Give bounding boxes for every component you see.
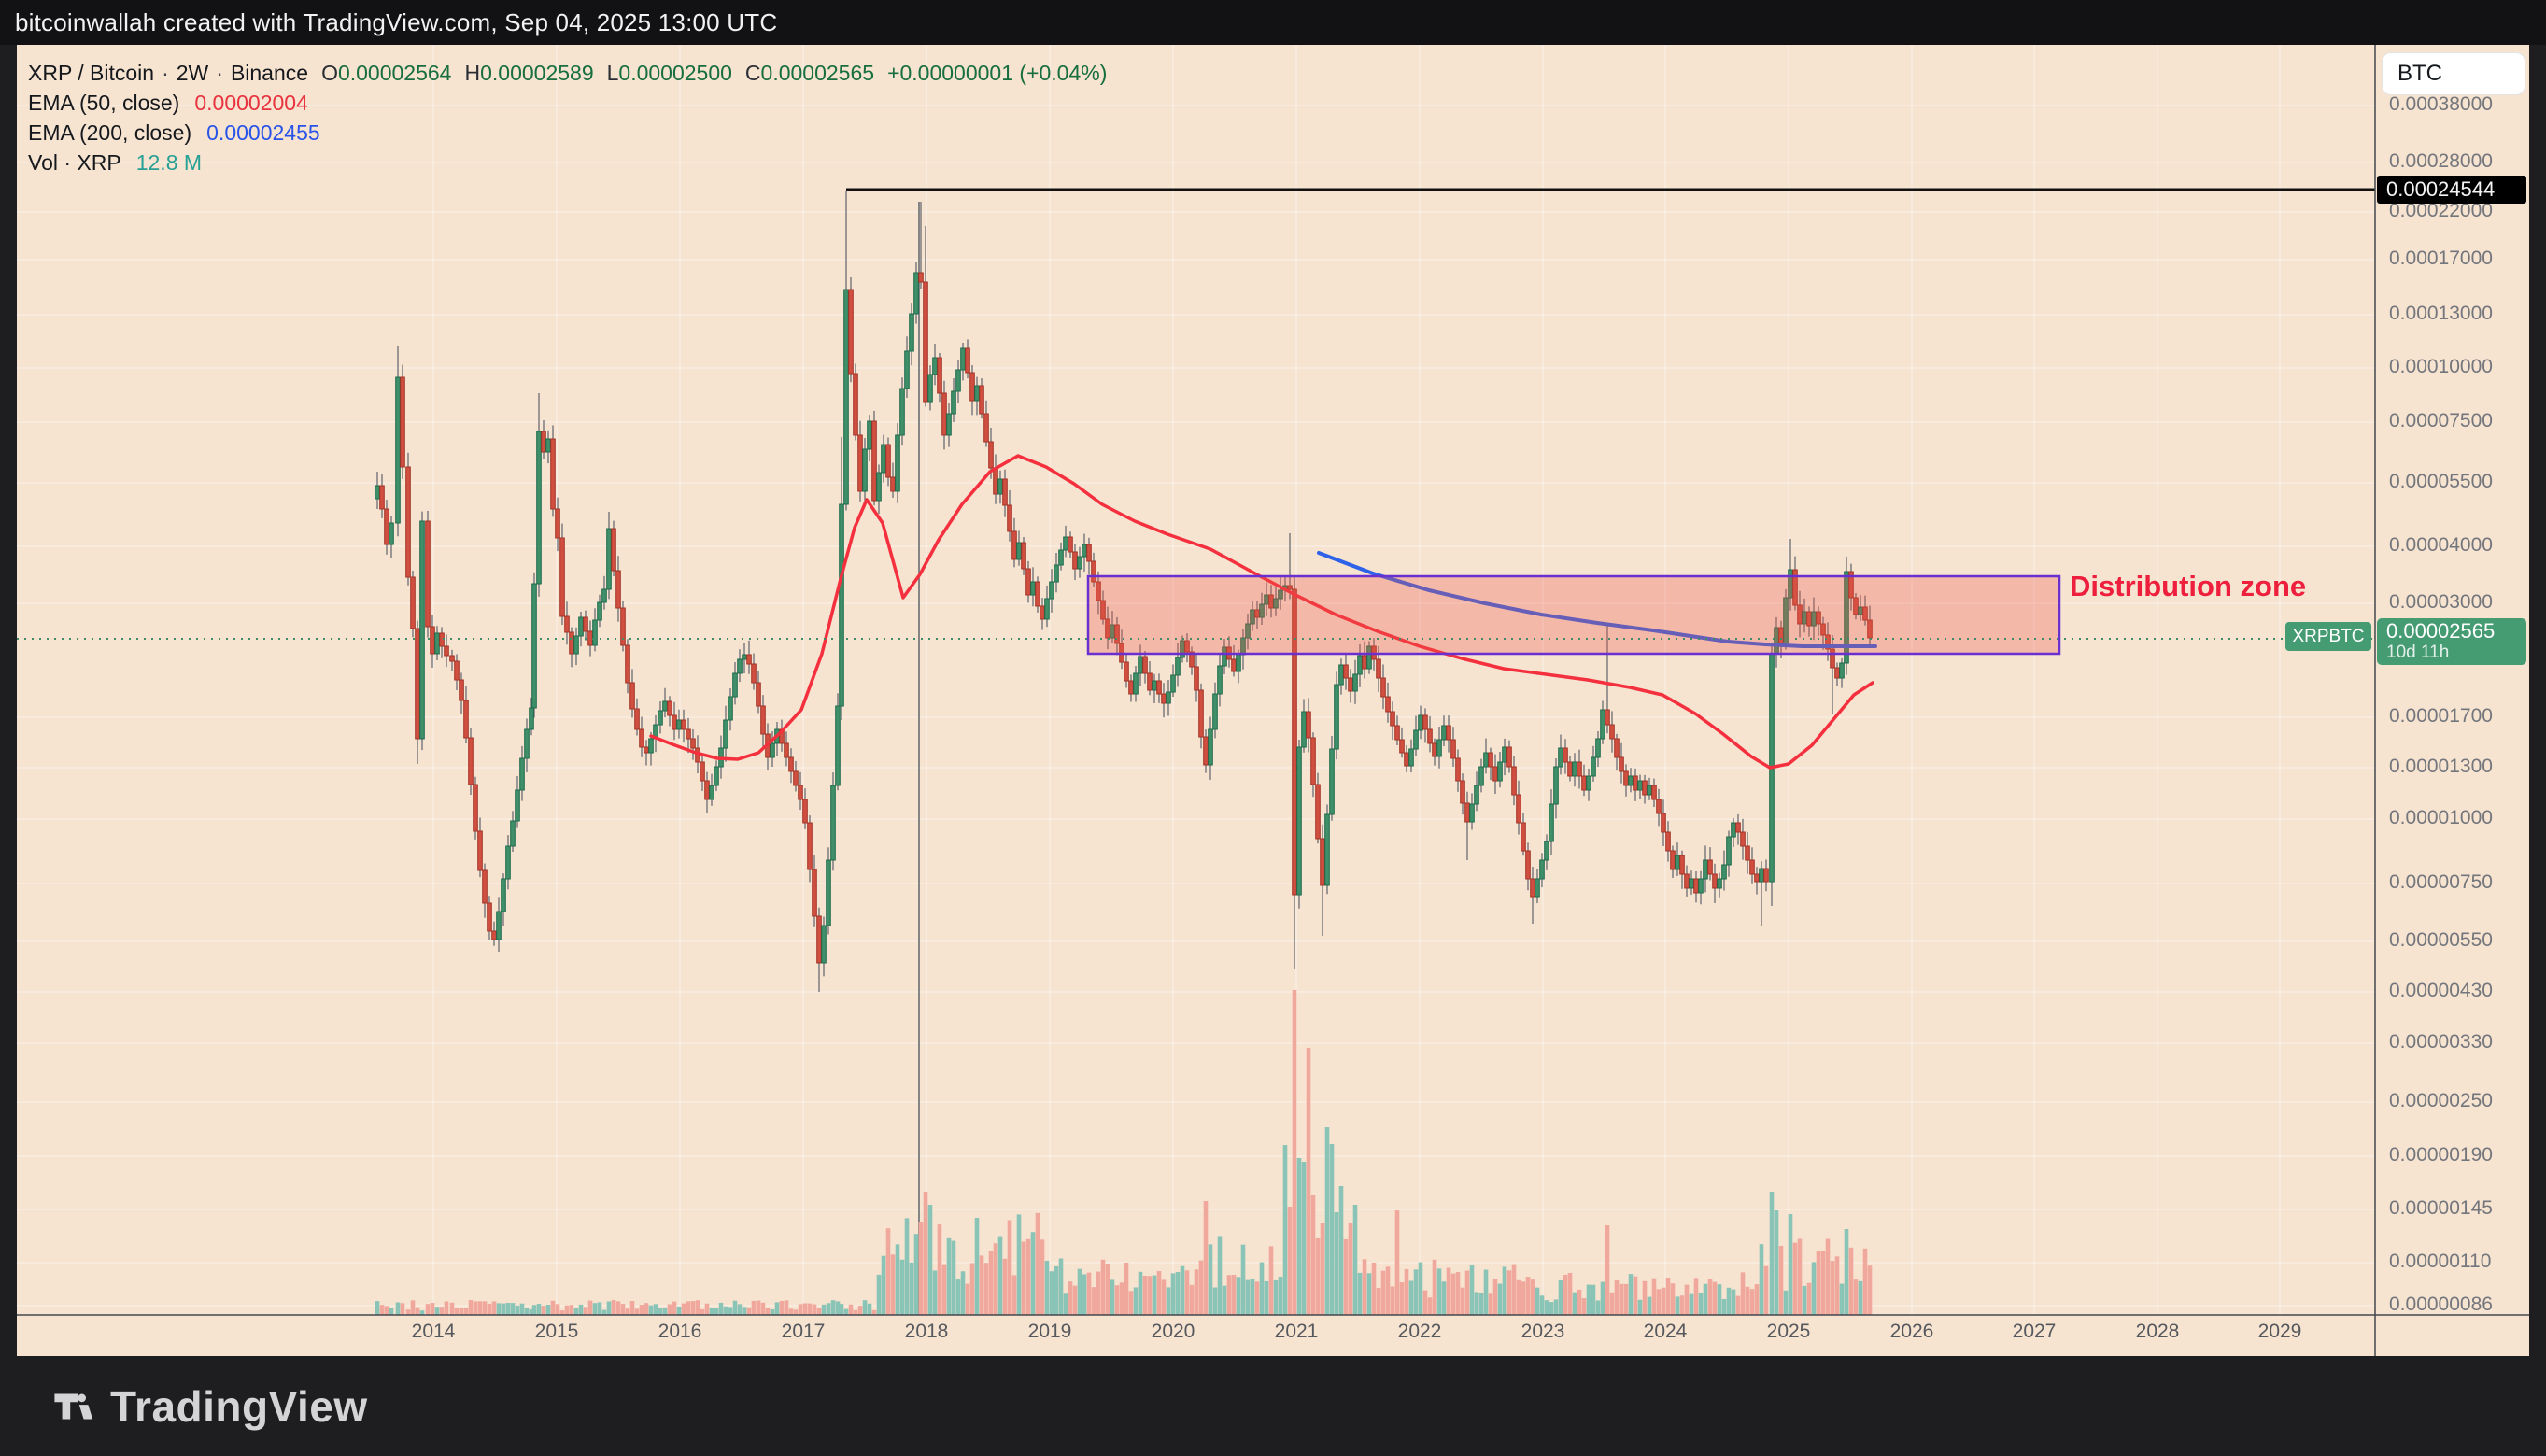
- ema50-label: EMA (50, close): [28, 90, 180, 115]
- bar-countdown: 10d 11h: [2386, 643, 2450, 662]
- price-tick-label: 0.00000330: [2389, 1031, 2493, 1053]
- close-value: 0.00002565: [760, 60, 875, 85]
- high-value: 0.00002589: [480, 60, 594, 85]
- year-tick-label: 2026: [1889, 1321, 1934, 1342]
- price-tick-label: 0.00022000: [2389, 200, 2493, 221]
- price-tick-label: 0.00001000: [2389, 807, 2493, 828]
- exchange-label: Binance: [230, 60, 309, 85]
- year-tick-label: 2018: [904, 1321, 949, 1342]
- header-title: bitcoinwallah created with TradingView.c…: [15, 7, 778, 36]
- legend-volume-row[interactable]: Vol · XRP 12.8 M: [28, 148, 1107, 177]
- change-value: +0.00000001 (+0.04%): [887, 60, 1108, 85]
- year-tick-label: 2016: [658, 1321, 702, 1342]
- year-tick-label: 2019: [1027, 1321, 1072, 1342]
- price-tick-label: 0.00028000: [2389, 150, 2493, 172]
- price-tick-label: 0.00005500: [2389, 471, 2493, 492]
- footer-bar: TradingView: [0, 1356, 2546, 1456]
- low-prefix: L: [606, 60, 619, 85]
- volume-label: Vol · XRP: [28, 149, 121, 175]
- price-tick-label: 0.00004000: [2389, 534, 2493, 556]
- price-tick-label: 0.00017000: [2389, 247, 2493, 269]
- close-prefix: C: [744, 60, 761, 85]
- ema200-label: EMA (200, close): [28, 120, 192, 145]
- legend-ema50-row[interactable]: EMA (50, close) 0.00002004: [28, 88, 1107, 118]
- year-tick-label: 2017: [781, 1321, 826, 1342]
- ema50-value: 0.00002004: [194, 90, 308, 115]
- price-tick-label: 0.00000190: [2389, 1144, 2493, 1166]
- year-tick-label: 2014: [411, 1321, 456, 1342]
- year-tick-label: 2027: [2012, 1321, 2057, 1342]
- price-tick-label: 0.00000250: [2389, 1090, 2493, 1111]
- current-price-marker: 0.00002565 10d 11h: [2377, 618, 2526, 665]
- ray-price-marker: 0.00024544: [2377, 176, 2526, 204]
- chart-pane[interactable]: [17, 45, 2529, 1356]
- tradingview-logo-text[interactable]: TradingView: [110, 1381, 368, 1431]
- open-value: 0.00002564: [337, 60, 452, 85]
- price-tick-label: 0.00007500: [2389, 410, 2493, 431]
- chart-legend: XRP / Bitcoin · 2W · Binance O 0.00002564…: [28, 58, 1107, 177]
- unit-toggle-button[interactable]: BTC: [2382, 52, 2525, 95]
- price-tick-label: 0.00000086: [2389, 1293, 2493, 1315]
- low-value: 0.00002500: [618, 60, 732, 85]
- current-price-value: 0.00002565: [2386, 619, 2496, 643]
- separator: ·: [216, 60, 223, 85]
- tradingview-logo-icon[interactable]: [52, 1384, 97, 1429]
- year-tick-label: 2022: [1397, 1321, 1442, 1342]
- legend-symbol-row[interactable]: XRP / Bitcoin · 2W · Binance O 0.00002564…: [28, 58, 1107, 88]
- year-tick-label: 2024: [1643, 1321, 1688, 1342]
- header-bar: bitcoinwallah created with TradingView.c…: [0, 0, 2546, 45]
- price-tick-label: 0.00038000: [2389, 93, 2493, 115]
- legend-ema200-row[interactable]: EMA (200, close) 0.00002455: [28, 118, 1107, 148]
- separator: ·: [162, 60, 169, 85]
- price-tick-label: 0.00010000: [2389, 356, 2493, 377]
- price-tick-label: 0.00001700: [2389, 705, 2493, 727]
- price-tick-label: 0.00003000: [2389, 591, 2493, 613]
- year-tick-label: 2029: [2257, 1321, 2302, 1342]
- price-tick-label: 0.00001300: [2389, 756, 2493, 777]
- price-tick-label: 0.00000145: [2389, 1197, 2493, 1219]
- open-prefix: O: [321, 60, 338, 85]
- volume-value: 12.8 M: [135, 149, 203, 175]
- year-tick-label: 2023: [1521, 1321, 1565, 1342]
- price-tick-label: 0.00000750: [2389, 871, 2493, 893]
- distribution-zone-annotation: Distribution zone: [2070, 570, 2307, 602]
- symbol-price-tag: XRPBTC: [2285, 622, 2371, 651]
- year-tick-label: 2015: [534, 1321, 579, 1342]
- interval-label: 2W: [176, 60, 209, 85]
- price-tick-label: 0.00000110: [2389, 1251, 2492, 1272]
- high-prefix: H: [464, 60, 481, 85]
- price-tick-label: 0.00013000: [2389, 303, 2493, 324]
- price-tick-label: 0.00000430: [2389, 980, 2493, 1001]
- year-tick-label: 2025: [1766, 1321, 1811, 1342]
- year-tick-label: 2021: [1274, 1321, 1319, 1342]
- symbol-title: XRP / Bitcoin: [28, 60, 155, 85]
- year-tick-label: 2028: [2135, 1321, 2180, 1342]
- ema200-value: 0.00002455: [206, 120, 320, 145]
- year-tick-label: 2020: [1151, 1321, 1195, 1342]
- price-tick-label: 0.00000550: [2389, 929, 2493, 951]
